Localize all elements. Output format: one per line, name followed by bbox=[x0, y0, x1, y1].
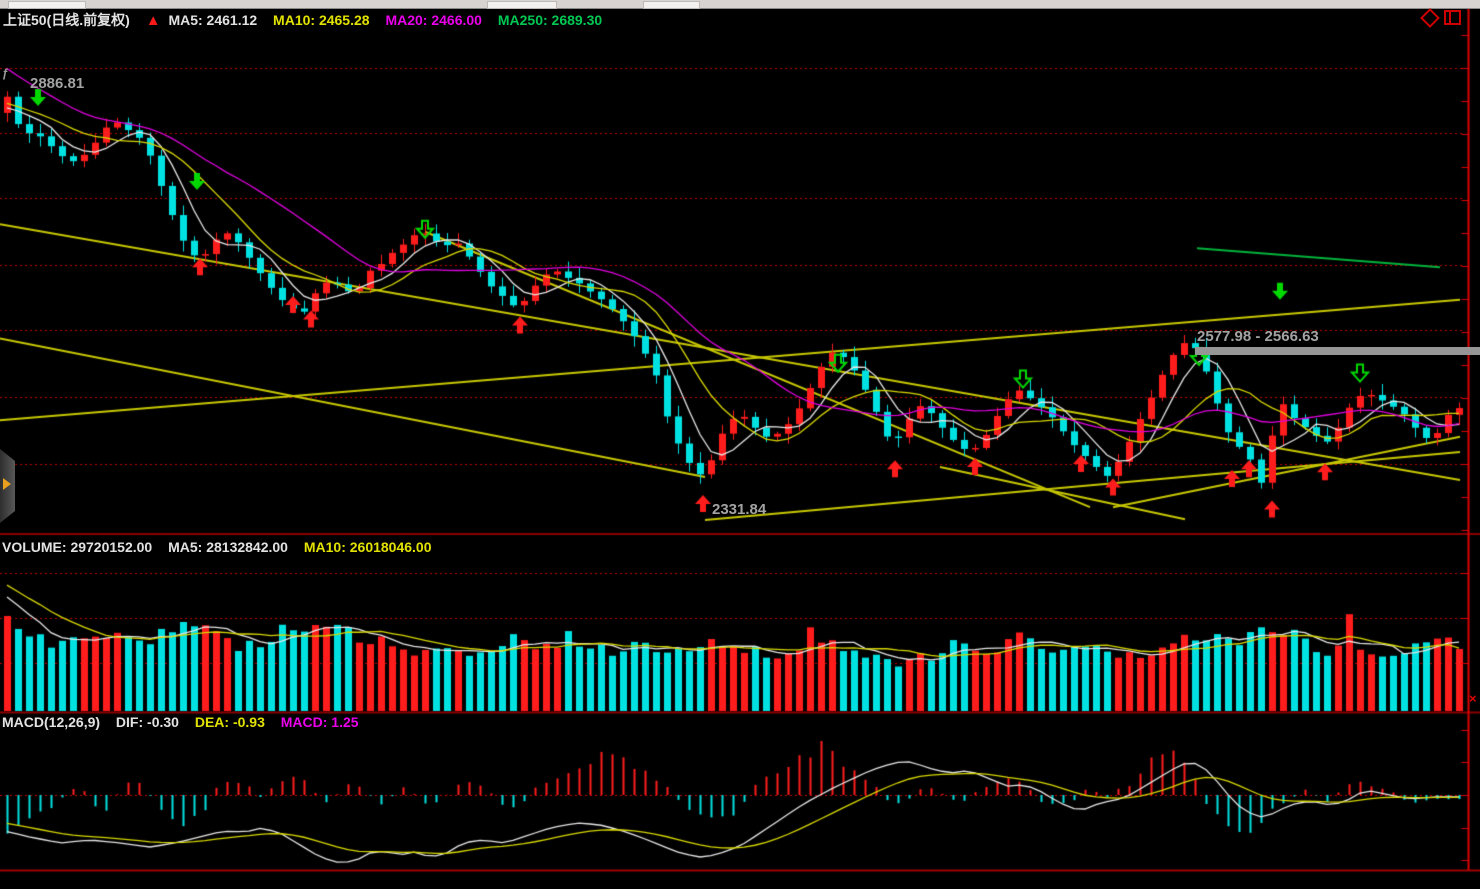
ma20-value: MA20: 2466.00 bbox=[385, 12, 482, 28]
macd-value: MACD: 1.25 bbox=[280, 714, 359, 730]
range-price-label: 2577.98 - 2566.63 bbox=[1197, 328, 1319, 345]
resistance-zone-bar[interactable] bbox=[1195, 347, 1480, 355]
toolbar-button-remnant bbox=[487, 1, 557, 9]
pane-close-icon[interactable]: × bbox=[1469, 691, 1477, 706]
volume-ma10-value: MA10: 26018046.00 bbox=[303, 539, 432, 555]
macd-indicator-name: MACD(12,26,9) bbox=[2, 714, 101, 730]
window-toolbar-strip bbox=[0, 0, 1480, 9]
main-chart-header: 上证50(日线.前复权) ▲ MA5: 2461.12 MA10: 2465.2… bbox=[3, 10, 614, 30]
sidebar-expand-tab[interactable] bbox=[0, 449, 15, 523]
low-price-label: 2331.84 bbox=[712, 501, 767, 518]
volume-pane-header: VOLUME: 29720152.00 MA5: 28132842.00 MA1… bbox=[2, 539, 444, 555]
ma5-value: MA5: 2461.12 bbox=[168, 12, 258, 28]
trend-up-arrow-icon: ▲ bbox=[145, 12, 161, 29]
drawing-anchor-mark: ƒ bbox=[2, 66, 9, 80]
ma250-value: MA250: 2689.30 bbox=[497, 12, 603, 28]
symbol-title: 上证50(日线.前复权) bbox=[3, 12, 130, 28]
volume-ma5-value: MA5: 28132842.00 bbox=[168, 539, 288, 555]
expand-arrow-icon bbox=[3, 478, 11, 490]
ma10-value: MA10: 2465.28 bbox=[273, 12, 370, 28]
high-price-label: 2886.81 bbox=[30, 75, 85, 92]
macd-pane-header: MACD(12,26,9) DIF: -0.30 DEA: -0.93 MACD… bbox=[2, 714, 371, 730]
dea-value: DEA: -0.93 bbox=[194, 714, 265, 730]
dif-value: DIF: -0.30 bbox=[115, 714, 179, 730]
volume-value: VOLUME: 29720152.00 bbox=[2, 539, 153, 555]
toolbar-button-remnant bbox=[643, 1, 700, 9]
toolbar-button-remnant bbox=[8, 1, 86, 9]
split-layout-icon[interactable] bbox=[1444, 10, 1461, 25]
